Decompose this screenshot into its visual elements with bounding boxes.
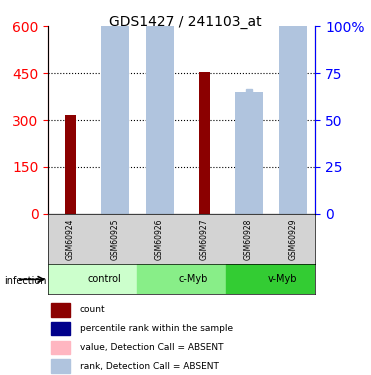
Bar	[198, 72, 210, 214]
Bar	[51, 303, 70, 316]
Bar	[51, 322, 70, 335]
Text: infection: infection	[4, 276, 46, 285]
Bar	[145, 139, 174, 214]
Bar	[226, 264, 315, 294]
Text: c-Myb: c-Myb	[178, 274, 208, 284]
Text: control: control	[87, 274, 121, 284]
Text: GSM60929: GSM60929	[289, 218, 298, 260]
Bar	[279, 0, 307, 214]
Bar	[101, 144, 129, 214]
Text: GSM60924: GSM60924	[66, 218, 75, 260]
Bar	[48, 264, 137, 294]
Text: GSM60925: GSM60925	[111, 218, 119, 260]
Text: GSM60927: GSM60927	[200, 218, 209, 260]
Bar	[234, 198, 263, 214]
Text: GDS1427 / 241103_at: GDS1427 / 241103_at	[109, 15, 262, 29]
Text: GSM60928: GSM60928	[244, 218, 253, 260]
Text: rank, Detection Call = ABSENT: rank, Detection Call = ABSENT	[80, 362, 219, 370]
Text: value, Detection Call = ABSENT: value, Detection Call = ABSENT	[80, 343, 223, 352]
Bar	[101, 0, 129, 214]
Bar	[234, 92, 263, 214]
Bar	[279, 124, 307, 214]
Bar	[243, 204, 254, 214]
Bar	[65, 116, 76, 214]
Bar	[51, 340, 70, 354]
Bar	[137, 264, 226, 294]
Text: count: count	[80, 305, 105, 314]
Text: percentile rank within the sample: percentile rank within the sample	[80, 324, 233, 333]
Bar	[51, 359, 70, 373]
Text: GSM60926: GSM60926	[155, 218, 164, 260]
Bar	[145, 0, 174, 214]
Text: v-Myb: v-Myb	[267, 274, 297, 284]
